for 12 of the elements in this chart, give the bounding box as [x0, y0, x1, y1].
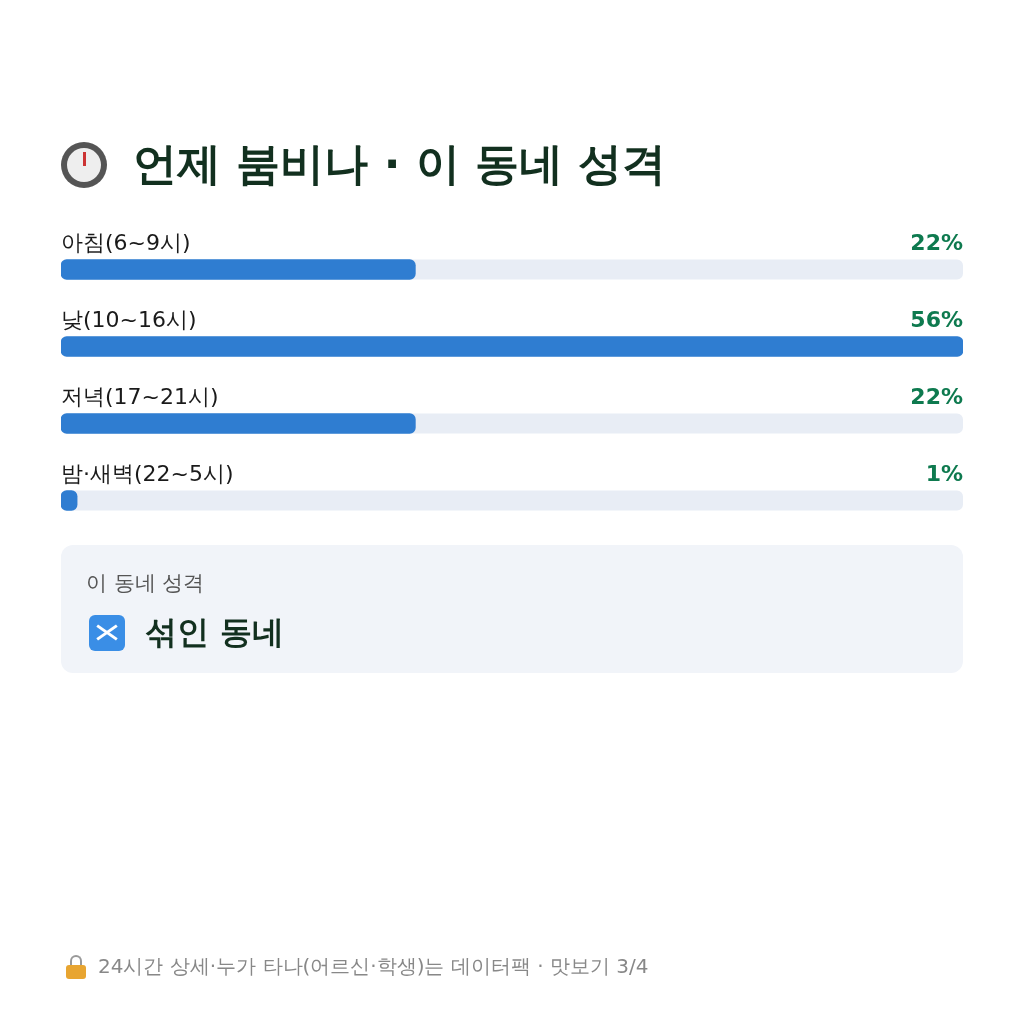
data-label: 56% — [910, 306, 963, 332]
chart-title: 언제 붐비나 · 이 동네 성격 — [133, 137, 667, 191]
y-tick-label: 낮(10~16시) — [61, 306, 197, 332]
y-tick-label: 저녁(17~21시) — [61, 383, 219, 409]
y-tick-label: 아침(6~9시) — [61, 229, 191, 255]
data-label: 1% — [925, 460, 963, 486]
text: 이 동네 성격 — [86, 570, 205, 597]
text: 24시간 상세·누가 타나(어르신·학생)는 데이터팩 · 맛보기 3/4 — [98, 953, 649, 980]
data-label: 22% — [910, 229, 963, 255]
y-tick-label: 밤·새벽(22~5시) — [61, 460, 234, 486]
data-label: 22% — [910, 383, 963, 409]
text: 섞인 동네 — [145, 612, 285, 653]
